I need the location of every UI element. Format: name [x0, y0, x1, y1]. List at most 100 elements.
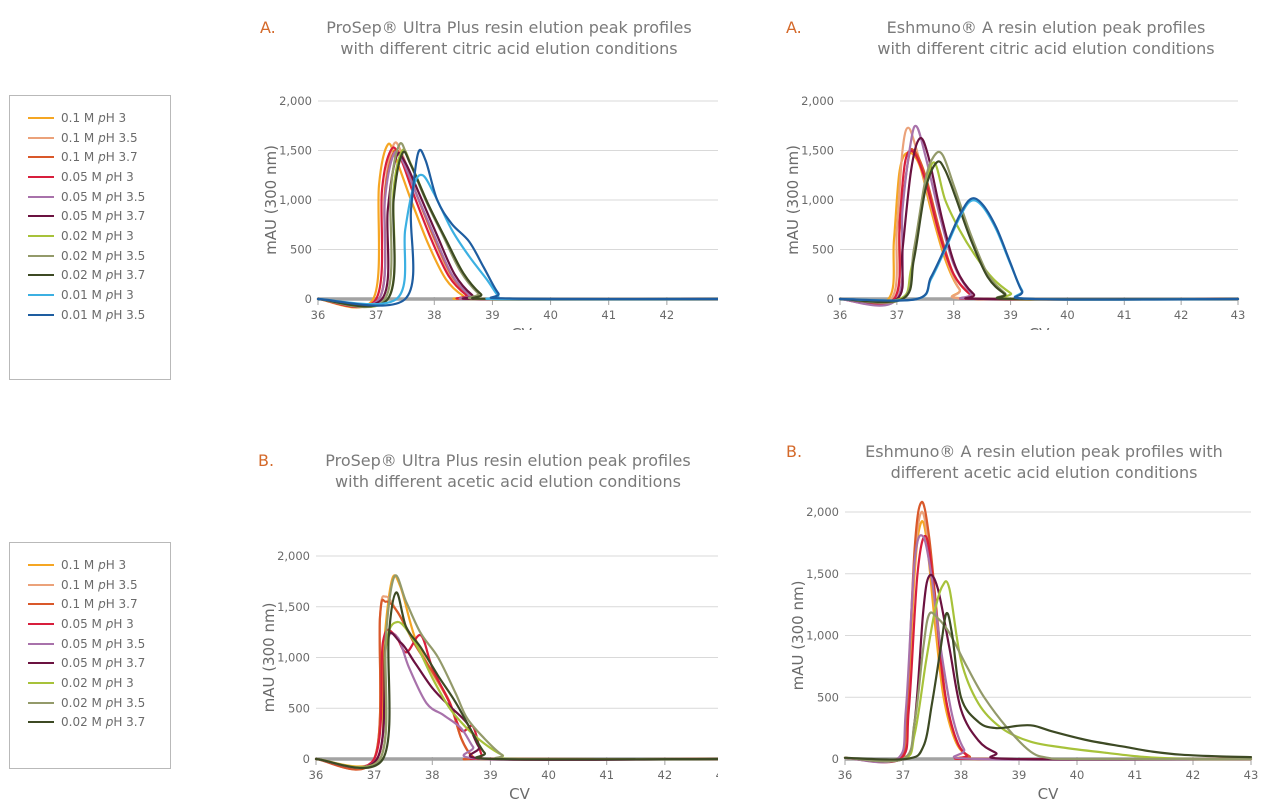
y-tick-label: 0 [303, 752, 310, 766]
legend-item: 0.05 M pH 3.7 [28, 206, 170, 226]
legend-swatch [28, 313, 54, 316]
y-tick-label: 1,500 [801, 144, 834, 158]
legend-label: 0.01 M pH 3 [61, 288, 134, 303]
series-line [838, 136, 1240, 304]
y-tick-label: 1,000 [801, 193, 834, 207]
chart-prosep-acetic: B. ProSep® Ultra Plus resin elution peak … [258, 451, 718, 803]
legend-item: 0.02 M pH 3 [28, 226, 170, 246]
legend-swatch [28, 254, 54, 257]
chart-title-line: ProSep® Ultra Plus resin elution peak pr… [326, 18, 691, 37]
y-tick-label: 0 [305, 292, 312, 306]
legend-item: 0.1 M pH 3 [28, 555, 170, 575]
x-axis-title: CV [1029, 325, 1050, 330]
y-tick-label: 500 [290, 243, 312, 257]
legend-swatch [28, 603, 54, 606]
legend-label: 0.05 M pH 3.5 [61, 189, 146, 204]
series-line [316, 173, 718, 306]
chart-prosep-citric: A. ProSep® Ultra Plus resin elution peak … [260, 18, 718, 330]
series-line [843, 611, 1253, 763]
x-axis-title: CV [511, 325, 532, 330]
legend-swatch [28, 175, 54, 178]
x-tick-label: 36 [833, 308, 848, 322]
x-axis-title: CV [1038, 785, 1059, 803]
legend-item: 0.02 M pH 3.5 [28, 693, 170, 713]
legend-label: 0.1 M pH 3.5 [61, 577, 138, 592]
legend-label: 0.1 M pH 3 [61, 557, 127, 572]
legend-label: 0.02 M pH 3.7 [61, 268, 146, 283]
legend-item: 0.02 M pH 3.7 [28, 266, 170, 286]
x-tick-label: 38 [425, 768, 440, 782]
y-axis-title: mAU (300 nm) [784, 145, 802, 255]
series-line [316, 148, 718, 307]
x-tick-label: 40 [543, 308, 558, 322]
legend-item: 0.05 M pH 3.5 [28, 634, 170, 654]
y-tick-label: 500 [288, 701, 310, 715]
series-line [843, 580, 1253, 762]
legend-item: 0.1 M pH 3.5 [28, 575, 170, 595]
legend-label: 0.1 M pH 3 [61, 110, 127, 125]
x-tick-label: 41 [1128, 768, 1143, 782]
x-tick-label: 41 [599, 768, 614, 782]
legend-label: 0.05 M pH 3.5 [61, 636, 146, 651]
legend-swatch [28, 156, 54, 159]
legend-label: 0.05 M pH 3.7 [61, 209, 146, 224]
x-tick-label: 36 [838, 768, 853, 782]
chart-title-line: ProSep® Ultra Plus resin elution peak pr… [325, 451, 690, 470]
x-tick-label: 41 [601, 308, 616, 322]
x-tick-label: 42 [1174, 308, 1189, 322]
y-axis-title: mAU (300 nm) [260, 603, 278, 713]
legend-item: 0.1 M pH 3.7 [28, 147, 170, 167]
legend-swatch [28, 215, 54, 218]
y-tick-label: 0 [827, 292, 834, 306]
y-tick-label: 0 [832, 752, 839, 766]
legend-swatch [28, 662, 54, 665]
y-tick-label: 1,000 [806, 629, 839, 643]
x-tick-label: 43 [1231, 308, 1246, 322]
legend-label: 0.05 M pH 3.7 [61, 656, 146, 671]
series-line [316, 142, 718, 309]
series-line [838, 160, 1240, 304]
legend-swatch [28, 563, 54, 566]
legend-swatch [28, 274, 54, 277]
series-line [314, 620, 718, 769]
y-tick-label: 2,000 [277, 549, 310, 563]
panel-label: B. [258, 451, 274, 470]
legend-item: 0.01 M pH 3 [28, 285, 170, 305]
legend-swatch [28, 195, 54, 198]
y-tick-label: 2,000 [279, 94, 312, 108]
x-tick-label: 41 [1117, 308, 1132, 322]
series-line [838, 197, 1240, 302]
legend-swatch [28, 234, 54, 237]
legend-swatch [28, 622, 54, 625]
y-tick-label: 2,000 [806, 505, 839, 519]
legend-label: 0.02 M pH 3.5 [61, 695, 146, 710]
chart-eshmuno-acetic: B. Eshmuno® A resin elution peak profiles… [786, 442, 1258, 803]
x-tick-label: 38 [946, 308, 961, 322]
x-tick-label: 37 [367, 768, 382, 782]
legend-item: 0.02 M pH 3.7 [28, 713, 170, 733]
legend-label: 0.02 M pH 3.5 [61, 248, 146, 263]
legend-swatch [28, 136, 54, 139]
legend-item: 0.05 M pH 3.5 [28, 187, 170, 207]
x-tick-label: 42 [660, 308, 675, 322]
panel-label: B. [786, 442, 802, 461]
legend-item: 0.1 M pH 3 [28, 108, 170, 128]
legend-item: 0.05 M pH 3 [28, 614, 170, 634]
legend-item: 0.05 M pH 3.7 [28, 653, 170, 673]
x-tick-label: 43 [716, 768, 718, 782]
y-tick-label: 1,500 [806, 567, 839, 581]
chart-eshmuno-citric: A. Eshmuno® A resin elution peak profiles… [784, 18, 1246, 330]
legend-label: 0.01 M pH 3.5 [61, 307, 146, 322]
chart-title-line: with different citric acid elution condi… [340, 39, 677, 58]
panel-label: A. [260, 18, 276, 37]
series-line [843, 611, 1253, 761]
series-line [314, 598, 718, 771]
legend-item: 0.05 M pH 3 [28, 167, 170, 187]
y-tick-label: 1,000 [279, 193, 312, 207]
x-tick-label: 36 [309, 768, 324, 782]
panel-label: A. [786, 18, 802, 37]
y-tick-label: 2,000 [801, 94, 834, 108]
x-axis-title: CV [509, 785, 530, 803]
y-tick-label: 500 [817, 690, 839, 704]
y-axis-title: mAU (300 nm) [789, 581, 807, 691]
